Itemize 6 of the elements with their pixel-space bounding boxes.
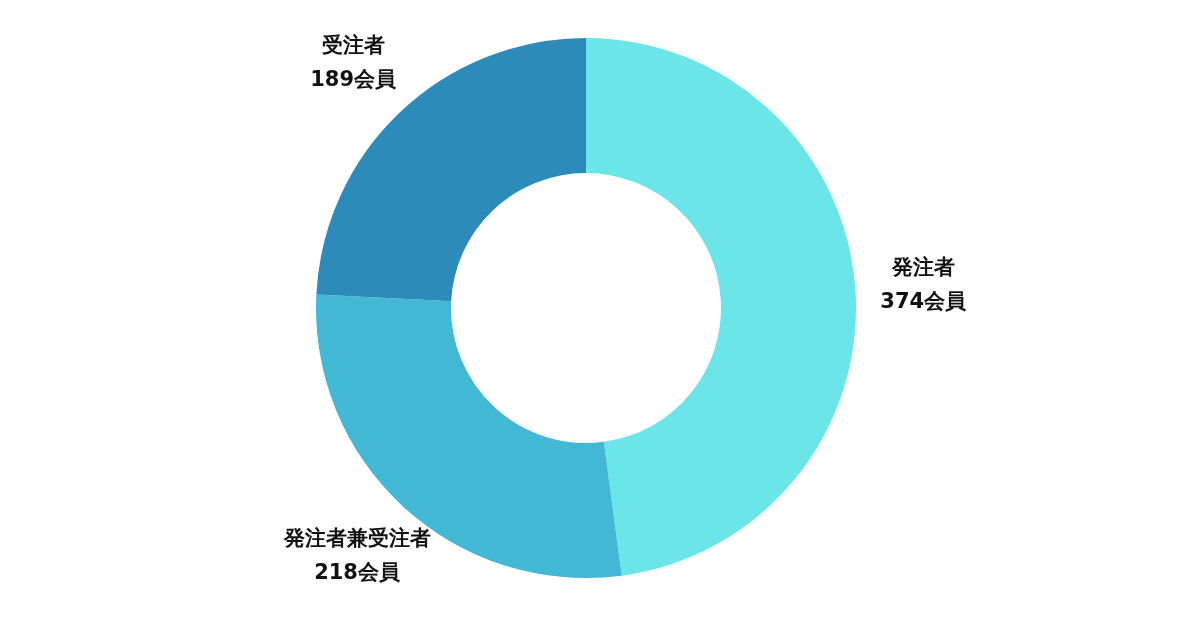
slice-label: 発注者兼受注者 xyxy=(282,526,431,551)
data-label: 374会員 xyxy=(880,289,967,314)
slice-label: 発注者 xyxy=(890,255,955,280)
data-label: 218会員 xyxy=(314,560,400,585)
slice-label: 受注者 xyxy=(321,32,385,57)
data-label: 189会員 xyxy=(310,66,396,91)
